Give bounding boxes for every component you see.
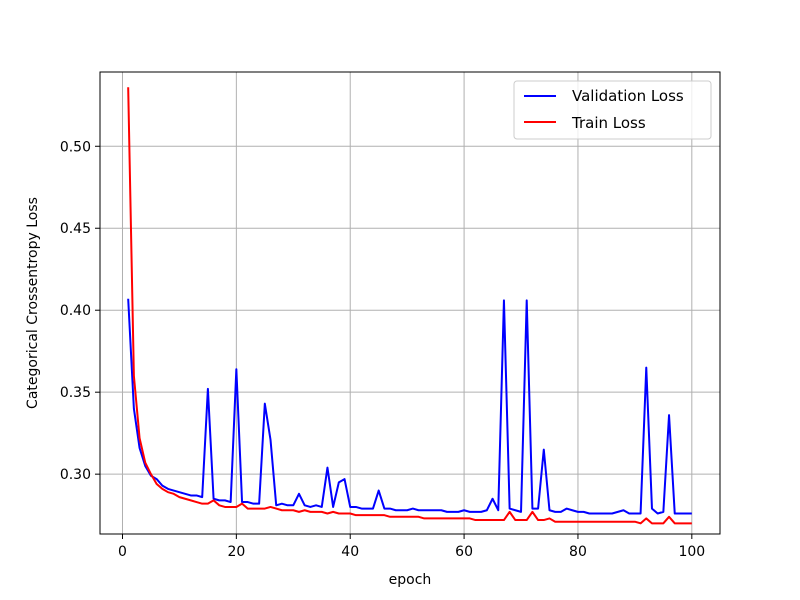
series-line-train-loss [127,87,692,525]
x-tick-label: 0 [118,544,127,560]
y-tick-label: 0.40 [60,303,91,319]
y-tick-label: 0.50 [60,139,91,155]
x-axis-ticks: 0 20 40 60 80 100 [118,534,705,560]
y-tick-label: 0.30 [60,467,91,483]
y-axis-ticks: 0.30 0.35 0.40 0.45 0.50 [60,139,100,483]
x-tick-label: 60 [455,544,473,560]
x-tick-label: 100 [678,544,705,560]
y-axis-label: Categorical Crossentropy Loss [25,197,41,409]
x-tick-label: 20 [227,544,245,560]
legend-label-train: Train Loss [571,114,646,132]
legend-label-validation: Validation Loss [572,87,684,105]
plot-area [127,87,692,525]
grid [100,72,720,534]
x-tick-label: 80 [569,544,587,560]
y-tick-label: 0.45 [60,221,91,237]
x-tick-label: 40 [341,544,359,560]
legend-box [513,80,712,140]
axes-frame [99,71,721,535]
legend: Validation Loss Train Loss [513,80,712,140]
x-axis-label: epoch [389,572,432,588]
series-line-validation-loss [127,298,692,515]
y-tick-label: 0.35 [60,385,91,401]
